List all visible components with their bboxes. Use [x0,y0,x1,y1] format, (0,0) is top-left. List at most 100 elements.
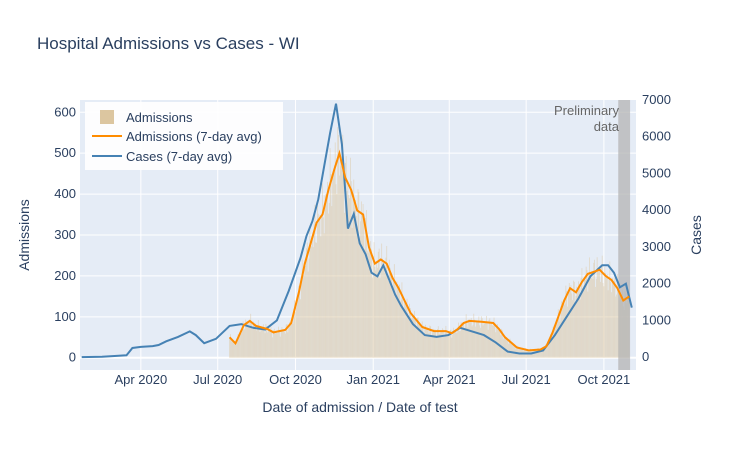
admissions-bar [547,342,549,358]
admissions-bar [339,175,340,358]
admissions-bar [277,333,279,358]
admissions-bar [557,309,559,358]
admissions-bar [290,320,292,358]
admissions-bar [251,323,252,358]
admissions-bar [481,318,483,358]
admissions-bar [284,333,286,358]
admissions-bar [437,326,439,358]
admissions-bar [542,347,544,358]
admissions-bar [511,344,513,358]
admissions-bar [448,332,449,358]
admissions-bar [375,270,377,358]
admissions-bar [320,236,322,358]
admissions-bar [251,329,253,358]
admissions-bar [233,342,235,358]
admissions-bar [252,321,254,358]
admissions-bar [385,257,387,358]
admissions-bar [413,317,415,358]
admissions-bar [536,349,538,358]
admissions-bar [428,333,430,358]
admissions-bar [342,134,344,358]
admissions-bar [472,324,474,358]
admissions-bar [231,341,233,358]
admissions-bar [431,332,433,358]
x-tick-label: Jul 2021 [502,372,551,387]
admissions-bar [543,349,545,358]
admissions-bar [229,337,230,358]
admissions-bar [300,280,302,358]
admissions-bar [617,274,618,358]
admissions-bar [359,237,361,358]
admissions-bar [326,193,328,358]
admissions-bar [368,243,370,358]
admissions-bar [552,326,554,358]
admissions-bar [266,325,268,358]
admissions-bar [303,275,305,358]
admissions-bar [343,177,345,358]
admissions-bar [584,277,585,358]
admissions-bar [323,233,325,358]
admissions-bar [397,284,399,358]
admissions-bar [358,192,360,358]
admissions-bar [454,331,456,358]
admissions-bar [399,284,400,358]
admissions-bar [420,327,421,358]
admissions-bar [446,332,448,358]
admissions-bar [331,206,333,358]
admissions-bar [501,328,503,358]
admissions-bar [248,326,250,358]
admissions-bar [245,319,247,358]
admissions-bar [463,321,465,358]
admissions-bar [600,281,601,358]
admissions-bar [435,331,437,358]
admissions-bar [258,325,260,358]
admissions-bar [442,328,443,358]
admissions-bar [453,327,454,358]
admissions-bar [334,142,336,358]
admissions-bar [345,156,347,358]
admissions-bar [273,330,274,358]
admissions-bar [305,266,307,358]
admissions-bar [597,268,599,358]
admissions-bar [390,274,392,358]
admissions-bar [404,300,405,358]
admissions-bar [281,327,283,358]
admissions-bar [535,351,537,358]
admissions-bar [480,327,481,358]
admissions-bar [378,248,380,358]
admissions-bar [241,326,243,358]
admissions-bar [608,279,610,358]
admissions-bar [474,319,476,358]
admissions-bar [361,213,363,358]
admissions-bar [315,242,317,358]
y-left-axis-ticks: 0 100 200 300 400 500 600 [54,104,76,364]
admissions-bar [262,327,263,358]
admissions-bar [565,285,567,358]
admissions-bar [609,261,611,358]
admissions-bar [447,333,448,358]
admissions-bar [264,333,266,358]
y-left-axis-title: Admissions [16,199,32,271]
admissions-bar [311,246,312,358]
admissions-bar [564,303,566,358]
admissions-bar [494,322,496,358]
admissions-bar [517,345,519,358]
admissions-bar [285,324,287,358]
admissions-bar [319,215,321,358]
admissions-bar [451,337,453,358]
admissions-bar [346,190,348,358]
admissions-bar [553,325,555,358]
admissions-bar [389,267,391,358]
admissions-bar [275,332,277,358]
admissions-bar [510,343,512,358]
x-tick-label: Apr 2020 [114,372,167,387]
admissions-bar [440,330,442,358]
admissions-bar [455,330,457,358]
admissions-bar [402,294,404,358]
y-right-tick-label: 2000 [642,276,671,291]
admissions-bar [363,221,365,358]
admissions-bar [282,330,284,358]
admissions-bar [561,301,563,358]
admissions-bar [284,331,285,358]
